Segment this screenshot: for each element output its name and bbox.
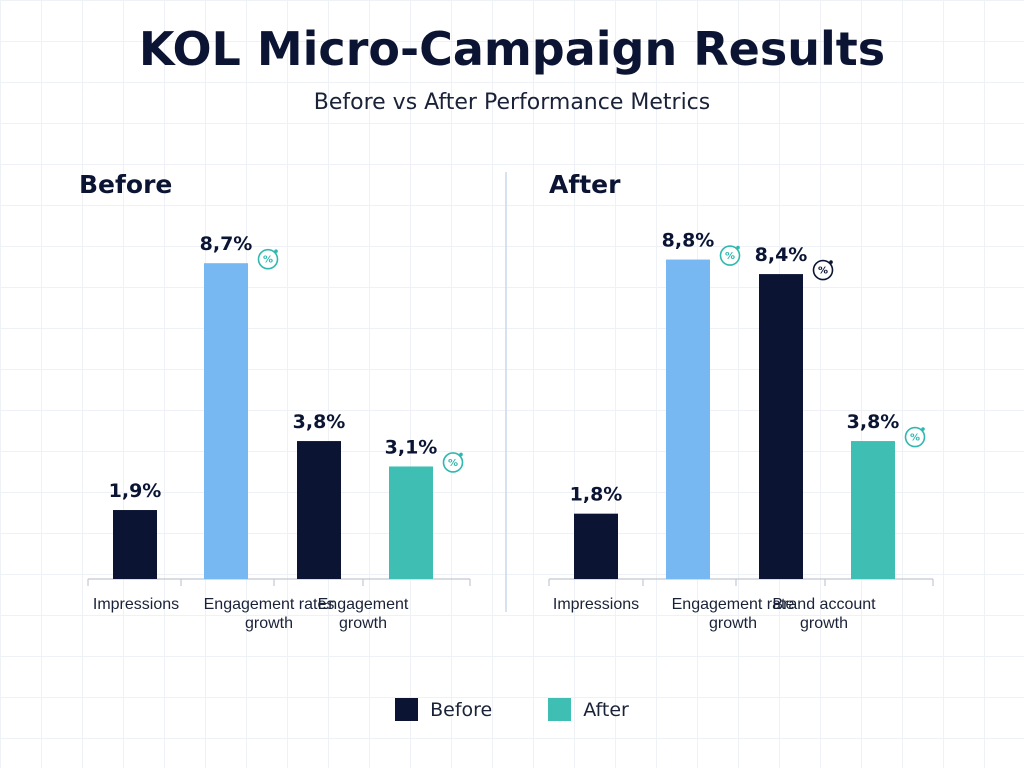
category-label-2: Engagement rates growth <box>204 596 335 632</box>
percent-badge-icon-2-ring <box>257 248 279 270</box>
percent-badge-icon-4: % <box>904 426 926 448</box>
percent-badge-icon-2-ring <box>719 245 741 266</box>
bar-value-label-4: 3,8% <box>847 411 900 433</box>
percent-badge-icon-3: % <box>812 259 834 281</box>
bar-2 <box>666 259 710 579</box>
percent-badge-icon-2-glyph: % <box>263 255 273 266</box>
category-label-2: Engagement rate growth <box>672 596 795 632</box>
percent-badge-icon-2-spark <box>274 249 278 253</box>
percent-badge-icon-2: % <box>719 245 741 266</box>
percent-badge-icon-2-spark <box>736 245 740 250</box>
percent-badge-icon-4-glyph: % <box>448 458 458 469</box>
bar-value-label-1: 1,8% <box>570 484 623 506</box>
bar-value-label-2: 8,7% <box>200 233 253 255</box>
percent-badge-icon-3-ring <box>812 259 834 281</box>
percent-badge-icon-2: % <box>257 248 279 270</box>
percent-badge-icon-2-glyph: % <box>725 251 735 262</box>
panel-title-before: Before <box>79 170 172 199</box>
percent-badge-icon-4-spark <box>459 452 463 457</box>
chart-title: KOL Micro-Campaign Results <box>138 22 886 76</box>
bar-1 <box>574 513 618 579</box>
bar-4 <box>851 441 895 579</box>
category-label-3: Engagement growth <box>318 596 409 632</box>
percent-badge-icon-4-ring <box>442 452 464 473</box>
percent-badge-icon-4-glyph: % <box>910 433 920 444</box>
legend-item-before: Before <box>395 698 492 721</box>
bar-value-label-3: 3,8% <box>293 411 346 433</box>
bar-1 <box>113 510 157 579</box>
bar-value-label-2: 8,8% <box>662 230 715 252</box>
legend-item-after: After <box>548 698 629 721</box>
category-label-1: Impressions <box>93 596 179 613</box>
percent-badge-icon-3-spark <box>829 260 833 264</box>
category-label-3: Brand account growth <box>772 596 876 632</box>
legend-swatch-before <box>395 698 419 721</box>
chart-legend: Before After <box>0 698 1024 721</box>
category-label-1: Impressions <box>553 596 639 613</box>
bar-2 <box>204 263 248 579</box>
bar-value-label-3: 8,4% <box>755 244 808 266</box>
percent-badge-icon-3-glyph: % <box>818 266 828 277</box>
bar-value-label-4: 3,1% <box>385 436 438 458</box>
chart-subtitle: Before vs After Performance Metrics <box>313 90 711 115</box>
percent-badge-icon-4-spark <box>921 427 925 431</box>
legend-swatch-after <box>548 698 572 721</box>
percent-badge-icon-4: % <box>442 452 464 473</box>
bar-4 <box>389 466 433 579</box>
bar-value-label-1: 1,9% <box>109 480 162 502</box>
panel-before: Before 1,9% 8,7%% 3,8% 3,1%% Impressions Engag… <box>79 170 471 632</box>
bar-3 <box>759 274 803 579</box>
legend-label-after: After <box>583 698 629 721</box>
panel-after: After 1,8% 8,8%% 8,4%% 3,8%% Impressions Engag… <box>548 170 934 632</box>
panel-title-after: After <box>549 170 621 199</box>
percent-badge-icon-4-ring <box>904 426 926 448</box>
legend-label-before: Before <box>430 698 493 721</box>
bar-3 <box>297 441 341 579</box>
